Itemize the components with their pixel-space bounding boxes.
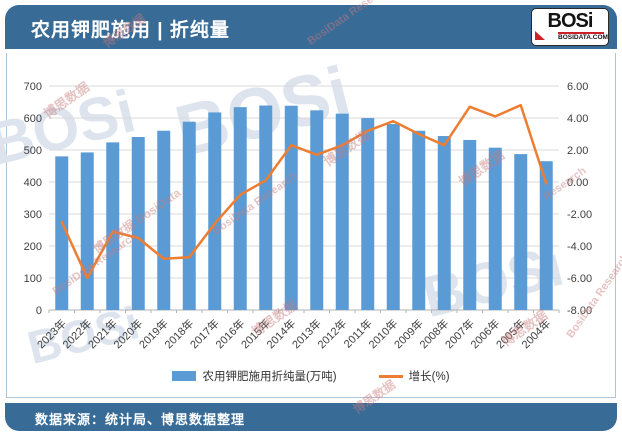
bosi-logo: BOSi BOSIDATA.COM — [531, 8, 609, 46]
svg-text:100: 100 — [24, 273, 42, 285]
data-source-text: 数据来源：统计局、博思数据整理 — [35, 412, 246, 427]
svg-text:-8.00: -8.00 — [567, 305, 592, 317]
svg-text:-2.00: -2.00 — [567, 209, 592, 221]
legend-item-line: 增长(%) — [378, 368, 450, 384]
svg-text:-4.00: -4.00 — [567, 241, 592, 253]
svg-text:0.00: 0.00 — [567, 177, 588, 189]
svg-text:500: 500 — [24, 145, 42, 157]
svg-text:2012年: 2012年 — [314, 316, 349, 351]
bar-series-swatch-icon — [172, 371, 197, 381]
svg-text:0: 0 — [36, 305, 42, 317]
legend-item-bar: 农用钾肥施用折纯量(万吨) — [172, 368, 337, 384]
logo-stripe-icon — [535, 31, 545, 40]
svg-text:6.00: 6.00 — [567, 81, 588, 93]
svg-text:4.00: 4.00 — [567, 113, 588, 125]
svg-text:-6.00: -6.00 — [567, 273, 592, 285]
chart-canvas: 0 100 200 300 400 500 600 700 -8.00 -6.00 -4.00 -2.… — [24, 81, 592, 351]
legend-line-label: 增长(%) — [408, 371, 450, 383]
svg-text:2004年: 2004年 — [518, 316, 553, 351]
svg-text:300: 300 — [24, 209, 42, 221]
svg-text:200: 200 — [24, 241, 42, 253]
svg-text:2.00: 2.00 — [567, 145, 588, 157]
svg-text:700: 700 — [24, 81, 42, 93]
line-series-swatch-icon — [378, 374, 403, 378]
header-bar: 农用钾肥施用 | 折纯量 BOSi BOSIDATA.COM — [5, 5, 617, 49]
svg-text:400: 400 — [24, 177, 42, 189]
logo-site: BOSIDATA.COM — [558, 32, 608, 41]
logo-text: BOSi — [547, 10, 594, 32]
chart-legend: 农用钾肥施用折纯量(万吨) 增长(%) — [7, 363, 615, 389]
chart-card: BOSi BOSi BOSi BOSi 01002003004005006007… — [0, 52, 616, 398]
page-title: 农用钾肥施用 | 折纯量 — [31, 20, 230, 41]
footer-bar: 数据来源：统计局、博思数据整理 — [5, 403, 617, 431]
svg-text:600: 600 — [24, 113, 42, 125]
legend-bar-label: 农用钾肥施用折纯量(万吨) — [202, 371, 337, 383]
